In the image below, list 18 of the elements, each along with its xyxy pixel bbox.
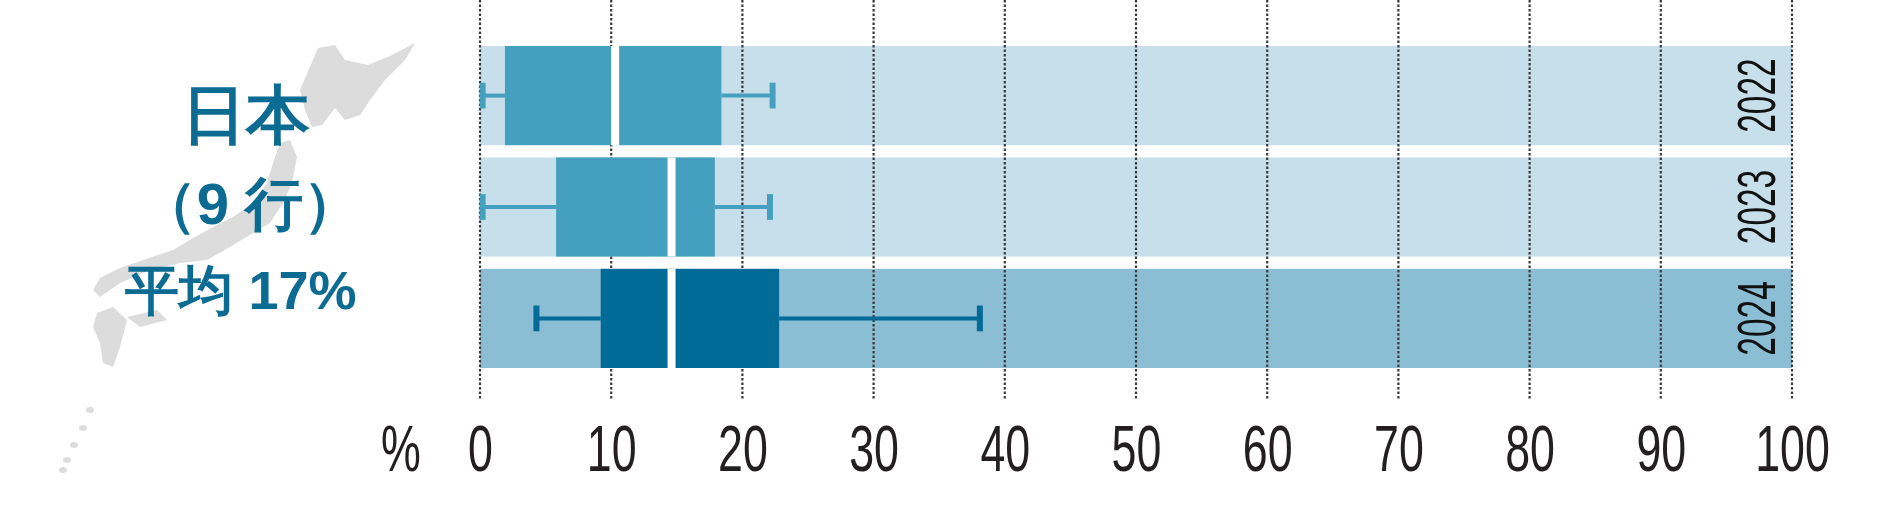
x-tick-label: 20 — [717, 413, 768, 485]
text: 日本 — [182, 79, 310, 151]
x-tick-label: 40 — [980, 413, 1031, 485]
x-tick-label: 50 — [1111, 413, 1162, 485]
x-tick-label: 90 — [1636, 413, 1687, 485]
x-tick-label: 0 — [468, 413, 493, 485]
x-tick-label: 100 — [1755, 413, 1830, 485]
y-tick-label: 2024 — [1725, 281, 1788, 356]
x-tick-label: 70 — [1373, 413, 1424, 485]
text: （9 行） — [138, 170, 362, 236]
x-axis-title: % — [381, 413, 421, 485]
y-tick-label: 2023 — [1725, 169, 1788, 245]
x-tick-label: 30 — [849, 413, 900, 485]
x-tick-label: 10 — [586, 413, 637, 485]
text: 平均 17% — [124, 260, 357, 320]
y-tick-label: 2022 — [1725, 58, 1788, 133]
x-tick-label: 80 — [1505, 413, 1556, 485]
x-tick-label: 60 — [1242, 413, 1293, 485]
